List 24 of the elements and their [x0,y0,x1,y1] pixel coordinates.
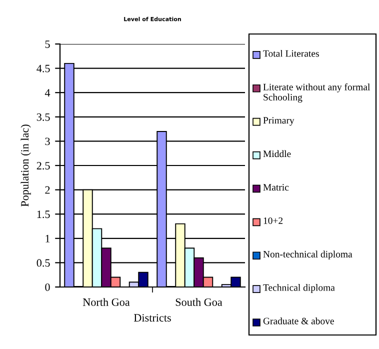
y-tick-label: 4.5 [36,64,50,72]
legend-label: Middle [263,150,291,158]
x-tick-label: South Goa [176,298,222,306]
legend-label: Primary [263,117,294,126]
legend-label: Graduate & above [263,317,334,324]
legend-label: 10+2 [264,217,283,224]
y-tick-label: 3 [45,138,50,146]
legend-label: Technical diploma [263,284,335,293]
y-tick-label: 1 [46,234,50,242]
y-axis-title: Population (in lac) [20,124,31,207]
y-tick-label: 5 [45,40,50,48]
y-tick-label: 2.5 [36,162,50,170]
legend-label: Total Literates [263,50,319,57]
legend-label: Non-technical diploma [263,250,352,260]
legend-label: Matric [263,184,289,191]
y-tick-label: 1.5 [37,210,50,218]
x-axis-title: Districts [134,314,171,322]
legend-label: Literate without any formal Schooling [263,83,370,103]
y-tick-label: 0.5 [36,259,50,267]
y-tick-label: 2 [45,186,50,194]
y-tick-label: 3.5 [36,113,50,121]
y-tick-label: 0 [45,283,50,291]
x-tick-label: North Goa [82,298,130,306]
y-tick-label: 4 [44,89,50,96]
